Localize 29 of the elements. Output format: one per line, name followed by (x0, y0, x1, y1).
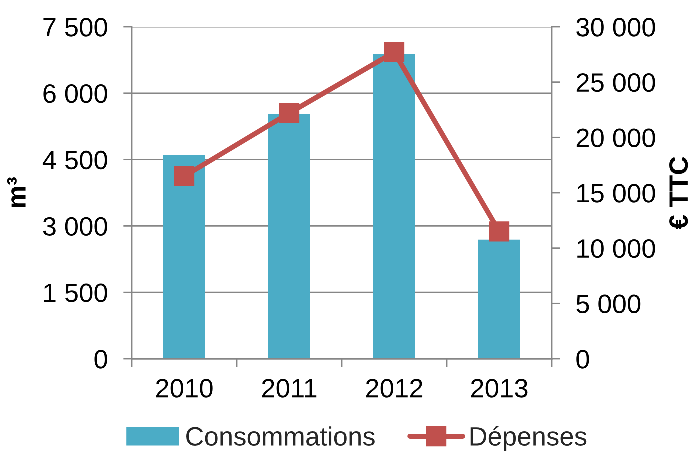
y-tick-label: 1 500 (44, 284, 108, 302)
bar (374, 54, 416, 359)
legend-label: Dépenses (470, 426, 587, 452)
point (279, 103, 300, 124)
bar (478, 240, 520, 359)
point (489, 222, 510, 242)
legend-label: Consommations (186, 426, 375, 446)
y-tick-label: 0 (94, 350, 108, 369)
y2-tick-label: 10 000 (578, 239, 656, 258)
y2-tick-label: 15 000 (578, 184, 656, 203)
x-tick-label: 2010 (156, 379, 213, 398)
x-tick-label: 2012 (366, 379, 423, 398)
y-tick-label: 6 000 (44, 84, 108, 104)
bar (164, 155, 206, 359)
x-tick-label: 2013 (471, 379, 528, 398)
point (384, 42, 405, 63)
bar (268, 114, 310, 359)
y-tick-label: 7 500 (44, 18, 108, 37)
y-tick-label: 4 500 (42, 150, 108, 170)
y-axis-title: m³ (7, 177, 26, 208)
y2-tick-label: 25 000 (576, 73, 656, 92)
y2-axis-title: € TTC (670, 157, 688, 230)
point (174, 166, 195, 186)
y2-tick-label: 20 000 (576, 128, 656, 148)
y2-tick-label: 5 000 (576, 294, 641, 314)
y2-tick-label: 0 (576, 350, 590, 369)
y-tick-label: 3 000 (43, 217, 108, 236)
y2-tick-label: 30 000 (576, 18, 656, 37)
x-tick-label: 2011 (262, 379, 317, 398)
